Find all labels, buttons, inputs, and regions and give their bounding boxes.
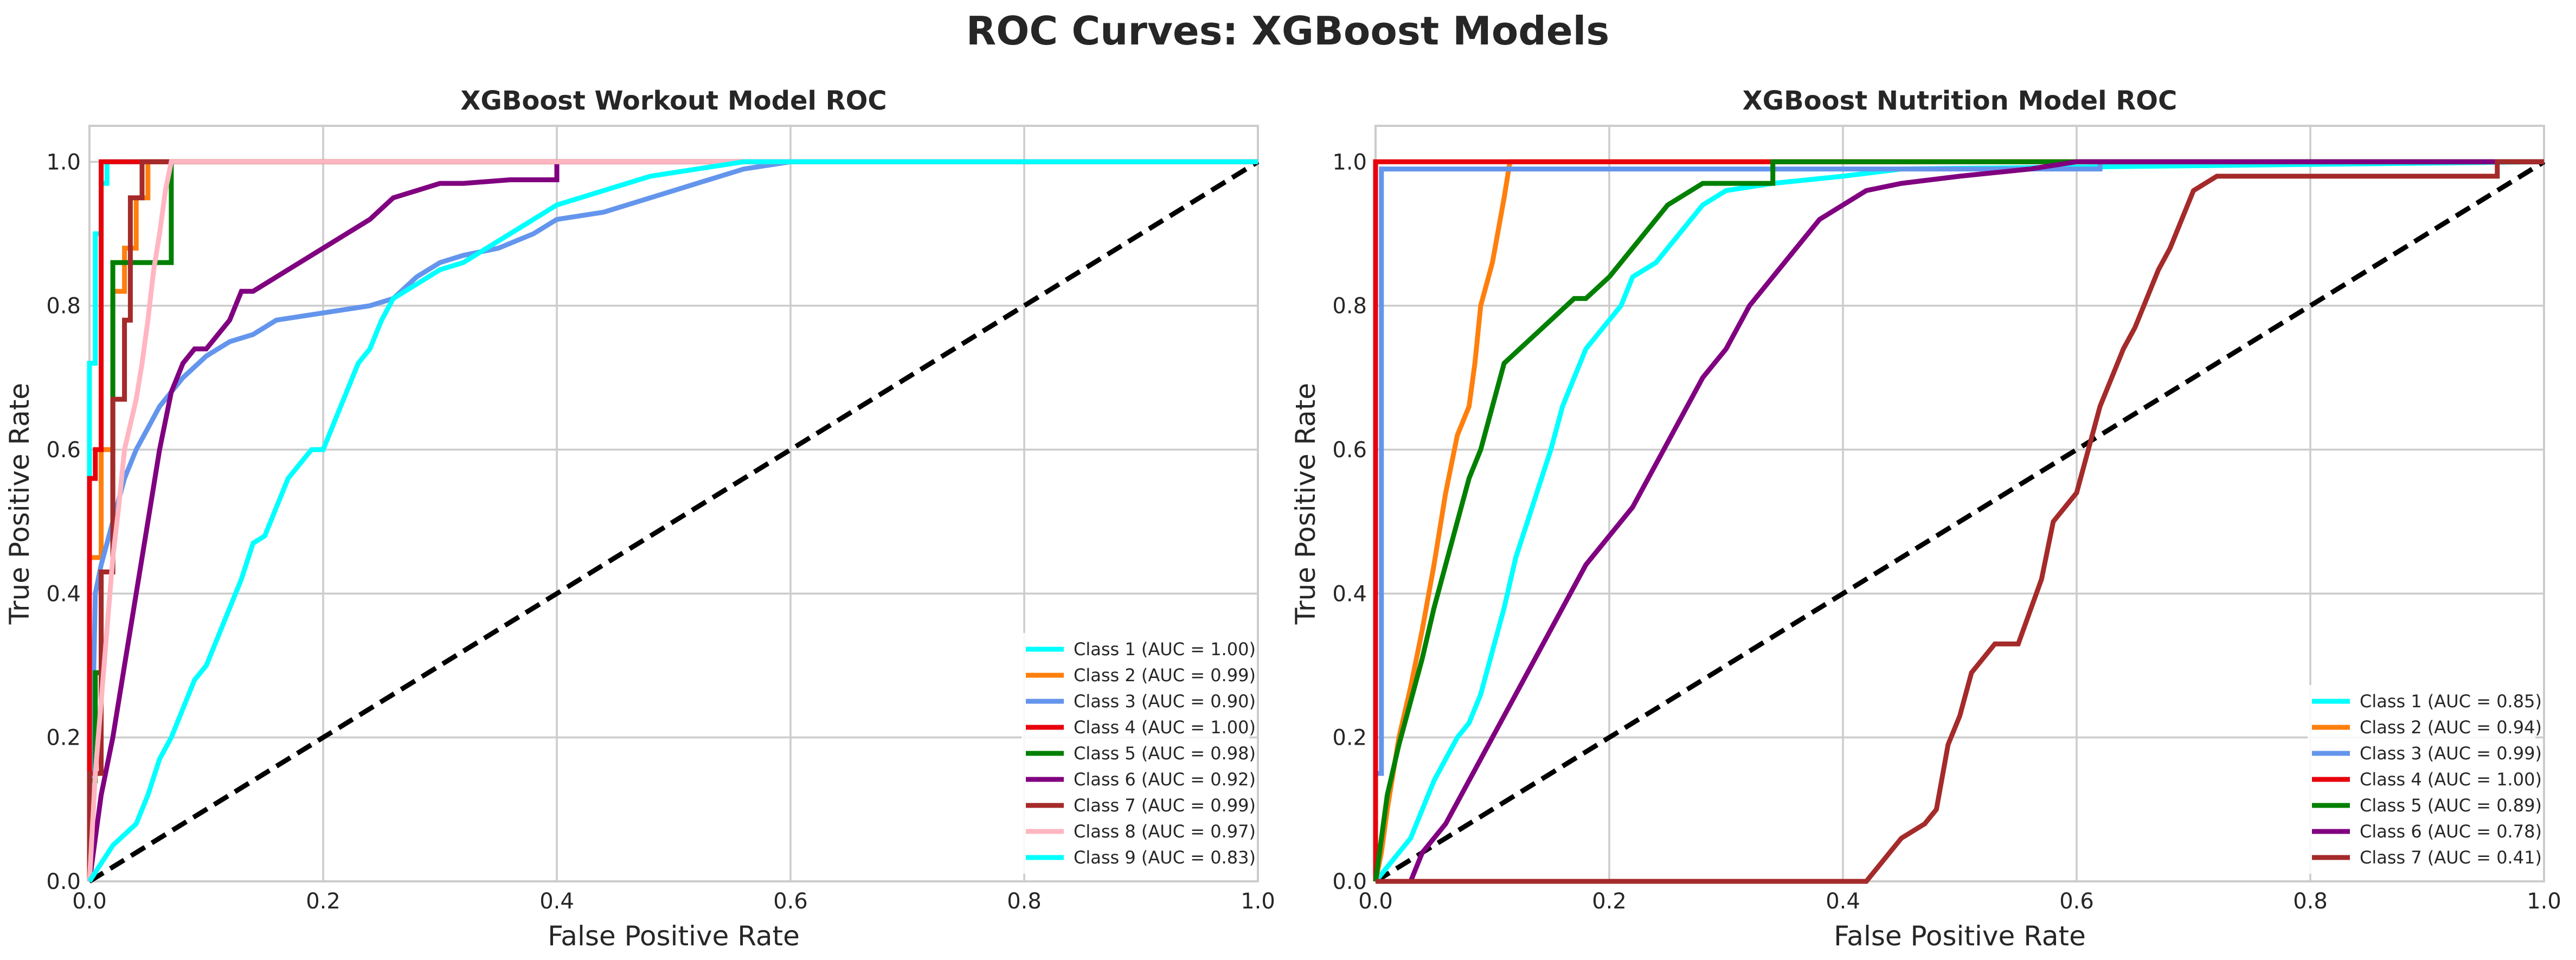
legend-entry: Class 7 (AUC = 0.99) — [1074, 795, 1256, 816]
legend-entry: Class 4 (AUC = 1.00) — [1074, 717, 1256, 738]
legend-entry: Class 6 (AUC = 0.92) — [1074, 769, 1256, 790]
chart-panel-1: 0.0 0.2 0.4 0.6 0.8 1.0 0.0 0.2 0.4 0.6 0.8 1.0 XGBo… — [4, 86, 1275, 952]
legend-entry: Class 5 (AUC = 0.89) — [2360, 795, 2542, 816]
x-tick-label: 0.4 — [1826, 889, 1860, 914]
legend-entry: Class 4 (AUC = 1.00) — [2360, 769, 2542, 790]
x-tick-label: 0.4 — [539, 889, 574, 914]
roc-curve-class-3 — [87, 159, 1258, 882]
roc-curve-class-4 — [87, 159, 1258, 881]
chart-title: XGBoost Nutrition Model ROC — [1743, 86, 2177, 116]
roc-curve-class-5 — [1373, 159, 2544, 882]
x-axis-label: False Positive Rate — [1834, 920, 2086, 952]
chart-title: XGBoost Workout Model ROC — [460, 86, 886, 116]
roc-curve-class-7 — [87, 159, 1258, 881]
roc-curve-class-9 — [87, 159, 1258, 883]
figure-suptitle: ROC Curves: XGBoost Models — [966, 8, 1609, 54]
y-tick-label: 0.2 — [46, 726, 81, 751]
legend-entry: Class 5 (AUC = 0.98) — [1074, 743, 1256, 764]
chance-diagonal-line — [1374, 159, 2546, 884]
y-axis-label: True Positive Rate — [1290, 383, 1321, 625]
legend-entry: Class 8 (AUC = 0.97) — [1074, 821, 1256, 842]
x-tick-label: 0.6 — [773, 889, 808, 914]
y-tick-label: 1.0 — [46, 150, 81, 175]
x-tick-label: 1.0 — [2527, 889, 2561, 914]
y-tick-label: 1.0 — [1332, 150, 1367, 175]
roc-curve-class-6 — [87, 159, 1258, 882]
chance-diagonal-line — [88, 159, 1260, 884]
legend-entry: Class 9 (AUC = 0.83) — [1074, 847, 1256, 868]
x-tick-label: 0.8 — [2293, 889, 2328, 914]
legend-entry: Class 1 (AUC = 0.85) — [2360, 691, 2542, 712]
legend-entry: Class 3 (AUC = 0.99) — [2360, 743, 2542, 764]
y-tick-label: 0.4 — [46, 581, 81, 606]
x-tick-label: 1.0 — [1241, 889, 1275, 914]
legend-entry: Class 2 (AUC = 0.99) — [1074, 665, 1256, 686]
y-tick-label: 0.8 — [46, 294, 81, 319]
roc-curve-class-1 — [1373, 159, 2545, 883]
y-tick-label: 0.0 — [1332, 869, 1367, 894]
y-tick-label: 0.4 — [1332, 581, 1367, 606]
chart-panel-2: 0.0 0.2 0.4 0.6 0.8 1.0 0.0 0.2 0.4 0.6 0.8 1.0 XGBo… — [1290, 86, 2561, 952]
y-tick-label: 0.6 — [46, 438, 81, 463]
x-tick-label: 0.6 — [2059, 889, 2094, 914]
x-tick-label: 0.0 — [1358, 889, 1393, 914]
roc-curve-class-6 — [1376, 159, 2544, 884]
legend-entry: Class 1 (AUC = 1.00) — [1074, 639, 1256, 660]
x-tick-label: 0.2 — [1592, 889, 1627, 914]
roc-curve-class-7 — [1376, 159, 2544, 884]
legend-entry: Class 3 (AUC = 0.90) — [1074, 691, 1256, 712]
y-tick-label: 0.2 — [1332, 726, 1367, 751]
x-tick-label: 0.8 — [1007, 889, 1042, 914]
x-tick-label: 0.2 — [306, 889, 341, 914]
y-axis-label: True Positive Rate — [4, 383, 35, 625]
legend-entry: Class 6 (AUC = 0.78) — [2360, 821, 2542, 842]
x-axis-label: False Positive Rate — [548, 920, 800, 952]
roc-curve-class-8 — [87, 159, 1258, 882]
legend-entry: Class 2 (AUC = 0.94) — [2360, 717, 2542, 738]
y-tick-label: 0.8 — [1332, 294, 1367, 319]
legend-entry: Class 7 (AUC = 0.41) — [2360, 847, 2542, 868]
y-tick-label: 0.6 — [1332, 438, 1367, 463]
y-tick-label: 0.0 — [46, 869, 81, 894]
x-tick-label: 0.0 — [72, 889, 107, 914]
